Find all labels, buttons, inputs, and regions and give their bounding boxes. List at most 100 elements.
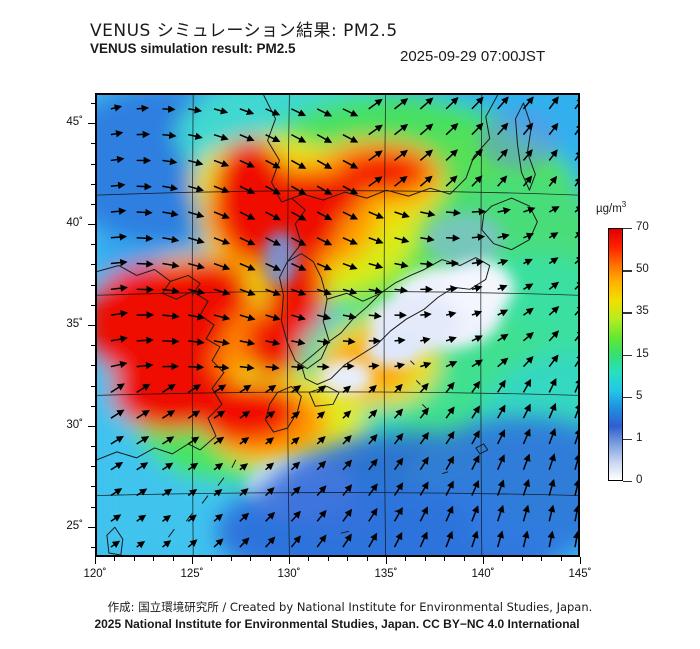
wind-arrow xyxy=(522,479,531,496)
wind-arrow xyxy=(136,514,147,522)
wind-arrow xyxy=(188,262,205,270)
wind-arrow xyxy=(548,149,558,161)
wind-arrow xyxy=(316,211,333,221)
wind-arrow xyxy=(136,462,149,471)
wind-arrow xyxy=(265,363,280,372)
wind-arrow xyxy=(394,362,406,370)
wind-arrow xyxy=(342,312,357,320)
wind-arrow xyxy=(213,288,231,296)
wind-arrow xyxy=(213,262,231,271)
wind-arrow xyxy=(291,313,307,321)
wind-arrow xyxy=(445,530,454,548)
wind-arrow xyxy=(471,259,484,267)
wind-arrow xyxy=(497,284,508,292)
wind-arrow xyxy=(316,436,326,445)
wind-arrow xyxy=(265,288,281,297)
longitude-tick xyxy=(211,557,213,561)
longitude-tick xyxy=(541,557,543,561)
wind-arrow xyxy=(368,362,380,370)
colorbar-tick xyxy=(623,481,632,483)
wind-arrow xyxy=(574,205,578,213)
wind-arrow xyxy=(420,361,432,369)
wind-arrow xyxy=(290,411,301,419)
wind-arrow xyxy=(239,314,256,322)
wind-arrow xyxy=(110,207,127,215)
wind-arrow xyxy=(342,508,353,522)
wind-arrow xyxy=(522,149,533,161)
wind-arrow xyxy=(342,211,359,220)
longitude-tick xyxy=(269,557,271,561)
wind-arrow xyxy=(522,96,534,110)
wind-arrow xyxy=(497,148,508,161)
wind-arrow xyxy=(419,481,429,496)
wind-arrow xyxy=(239,437,250,445)
longitude-tick xyxy=(347,557,349,561)
page-title-japanese: VENUS シミュレーション結果: PM2.5 xyxy=(90,21,398,41)
latitude-label: 35˚ xyxy=(66,318,83,330)
wind-arrow xyxy=(548,377,557,393)
map-canvas xyxy=(97,95,578,555)
wind-arrow xyxy=(136,336,154,345)
wind-arrow xyxy=(291,133,307,143)
latitude-tick xyxy=(91,405,95,407)
wind-vectors xyxy=(110,96,578,549)
wind-arrow xyxy=(213,538,224,548)
wind-arrow xyxy=(265,211,281,221)
wind-arrow xyxy=(239,211,256,220)
longitude-tick xyxy=(521,557,523,561)
wind-arrow xyxy=(265,511,276,522)
wind-arrow xyxy=(213,513,223,522)
wind-arrow xyxy=(547,530,555,548)
wind-arrow xyxy=(213,185,230,194)
colorbar-tick xyxy=(623,312,632,314)
wind-arrow xyxy=(188,211,205,219)
wind-arrow xyxy=(368,507,378,522)
longitude-tick xyxy=(463,557,465,561)
colorbar: µg/m3 70 50 35 15 5 1 0 xyxy=(592,200,696,520)
wind-arrow xyxy=(316,411,326,419)
wind-arrow xyxy=(393,531,403,548)
wind-arrow xyxy=(316,288,332,296)
longitude-label: 135˚ xyxy=(374,568,398,580)
wind-arrow xyxy=(265,411,276,419)
wind-arrow xyxy=(523,283,534,291)
longitude-tick xyxy=(483,557,484,564)
wind-arrow xyxy=(574,123,578,136)
wind-arrow xyxy=(548,257,559,265)
wind-arrow xyxy=(291,108,307,117)
longitude-tick xyxy=(114,557,116,561)
wind-arrow xyxy=(548,402,557,419)
wind-arrow xyxy=(523,206,536,214)
longitude-tick xyxy=(327,557,329,561)
wind-arrow xyxy=(471,122,484,136)
wind-arrow xyxy=(368,409,378,419)
wind-arrow xyxy=(316,237,333,246)
wind-arrow xyxy=(188,338,205,346)
wind-arrow xyxy=(497,207,511,215)
latitude-tick xyxy=(91,163,95,165)
wind-arrow xyxy=(393,383,403,393)
wind-arrow xyxy=(136,383,151,394)
wind-arrow xyxy=(419,407,429,419)
wind-arrow xyxy=(265,133,281,143)
colorbar-gradient xyxy=(608,228,623,481)
wind-arrow xyxy=(239,488,249,497)
wind-arrow xyxy=(497,379,506,393)
wind-arrow xyxy=(342,159,359,169)
wind-arrow xyxy=(574,96,578,110)
latitude-tick xyxy=(91,143,95,145)
colorbar-tick xyxy=(623,438,632,441)
wind-arrow xyxy=(574,427,578,445)
wind-arrow xyxy=(162,131,177,140)
wind-arrow xyxy=(162,157,178,166)
latitude-tick xyxy=(91,103,95,105)
wind-arrow xyxy=(497,232,510,241)
wind-arrow xyxy=(290,385,302,394)
colorbar-tick-label: 15 xyxy=(636,347,649,360)
wind-arrow xyxy=(110,540,121,548)
wind-arrow xyxy=(110,258,128,267)
wind-arrow xyxy=(162,261,180,269)
wind-arrow xyxy=(316,534,327,548)
wind-arrow xyxy=(110,233,128,241)
colorbar-unit-label: µg/m3 xyxy=(596,200,627,215)
